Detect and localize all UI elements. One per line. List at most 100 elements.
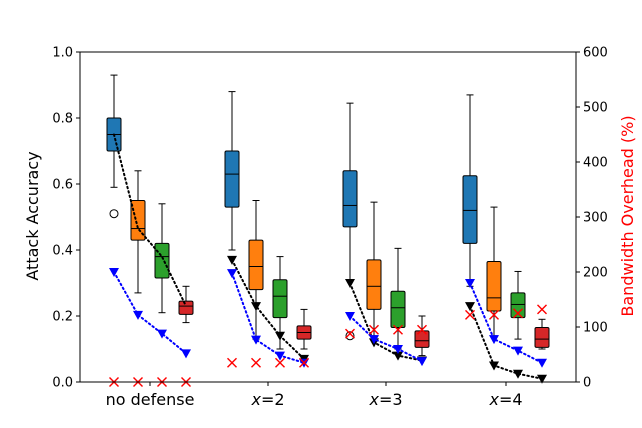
series-point — [345, 328, 355, 339]
x-tick-label-variable: x — [488, 390, 499, 409]
x-axis: no defense x=2 x=3 x=4 — [106, 382, 523, 409]
series-point — [465, 279, 475, 288]
x-marker-stroke — [513, 308, 523, 319]
y-tick-label-left: 0.8 — [52, 112, 73, 127]
x-marker-stroke — [369, 324, 379, 335]
series-line — [469, 282, 543, 364]
series-point — [109, 268, 119, 277]
box — [414, 330, 430, 348]
series-point — [275, 331, 285, 341]
x-marker-stroke — [417, 324, 427, 335]
box-flier — [109, 209, 119, 219]
series-point — [537, 358, 547, 368]
series-point — [227, 269, 237, 279]
series-point — [181, 349, 191, 359]
series-point — [157, 329, 167, 339]
y-axis-label-right: Bandwidth Overhead (%) — [618, 115, 637, 316]
box — [534, 327, 550, 348]
series-point — [133, 310, 143, 320]
box — [178, 300, 194, 315]
series-point — [489, 361, 499, 371]
series-point — [393, 324, 403, 335]
x-tick-label: no defense — [106, 390, 195, 409]
box — [366, 259, 382, 310]
series-point — [227, 255, 237, 265]
series-line — [231, 272, 305, 364]
box — [462, 175, 478, 244]
x-tick-label: x=3 — [368, 390, 402, 409]
y-tick-label-right: 400 — [583, 156, 608, 171]
x-marker-stroke — [227, 357, 237, 368]
x-marker-stroke — [345, 328, 355, 339]
series-point — [251, 357, 261, 368]
series-point — [227, 357, 237, 368]
x-tick-label: x=2 — [250, 390, 284, 409]
x-marker-stroke — [251, 357, 261, 368]
series-point — [513, 369, 523, 379]
x-tick-label-variable: x — [250, 390, 261, 409]
left-axis: 0.0 0.2 0.4 0.6 0.8 1.0 — [52, 46, 80, 391]
series-point — [299, 357, 309, 368]
series-point — [417, 357, 427, 367]
x-marker-stroke — [489, 309, 499, 320]
y-tick-label-left: 0.0 — [52, 376, 73, 391]
series-point — [489, 309, 499, 320]
y-tick-label-right: 300 — [583, 211, 608, 226]
y-tick-label-right: 500 — [583, 101, 608, 116]
series-point — [345, 312, 355, 321]
series-line — [469, 305, 543, 380]
series-point — [251, 302, 261, 312]
series-point — [537, 304, 547, 315]
x-marker-stroke — [299, 357, 309, 368]
box — [272, 279, 288, 319]
y-tick-label-left: 1.0 — [52, 46, 73, 61]
series-point — [537, 374, 547, 384]
y-tick-label-left: 0.2 — [52, 310, 73, 325]
series-point — [275, 351, 285, 361]
series-point — [513, 308, 523, 319]
series-point — [369, 335, 379, 345]
x-tick-label: x=4 — [488, 390, 522, 409]
series-line — [231, 258, 305, 360]
y-axis-label-left: Attack Accuracy — [23, 151, 42, 280]
x-tick-label-text: no defense — [106, 390, 195, 409]
x-marker-stroke — [275, 357, 285, 368]
box — [248, 239, 264, 291]
y-tick-label-right: 200 — [583, 266, 608, 281]
series-point — [393, 351, 403, 361]
box — [224, 150, 240, 208]
y-tick-label-left: 0.6 — [52, 178, 73, 193]
series-point — [465, 309, 475, 320]
x-marker-stroke — [465, 309, 475, 320]
box — [390, 290, 406, 329]
series-line — [113, 133, 187, 308]
series-point — [393, 345, 403, 354]
box — [342, 170, 358, 228]
series-point — [369, 324, 379, 335]
series-point — [465, 302, 475, 312]
series-point — [251, 335, 261, 345]
box — [486, 261, 502, 312]
x-tick-label-variable: x — [368, 390, 379, 409]
y-tick-label-right: 600 — [583, 46, 608, 61]
box-flier — [345, 331, 355, 341]
box — [510, 292, 526, 319]
y-tick-label-right: 100 — [583, 321, 608, 336]
x-tick-label-text: =4 — [499, 390, 523, 409]
plot-area — [79, 51, 577, 387]
series-line — [349, 282, 423, 362]
series-line — [349, 315, 423, 363]
x-marker-stroke — [537, 304, 547, 315]
plot-frame — [79, 51, 577, 383]
x-tick-label-text: =3 — [379, 390, 403, 409]
series-point — [417, 324, 427, 335]
y-tick-label-left: 0.4 — [52, 244, 73, 259]
x-tick-label-text: =2 — [261, 390, 285, 409]
box — [154, 242, 170, 279]
series-point — [275, 357, 285, 368]
x-marker-stroke — [393, 324, 403, 335]
right-axis: 0 100 200 300 400 500 600 — [576, 46, 608, 391]
series-point — [489, 335, 499, 345]
y-tick-label-right: 0 — [583, 376, 591, 391]
